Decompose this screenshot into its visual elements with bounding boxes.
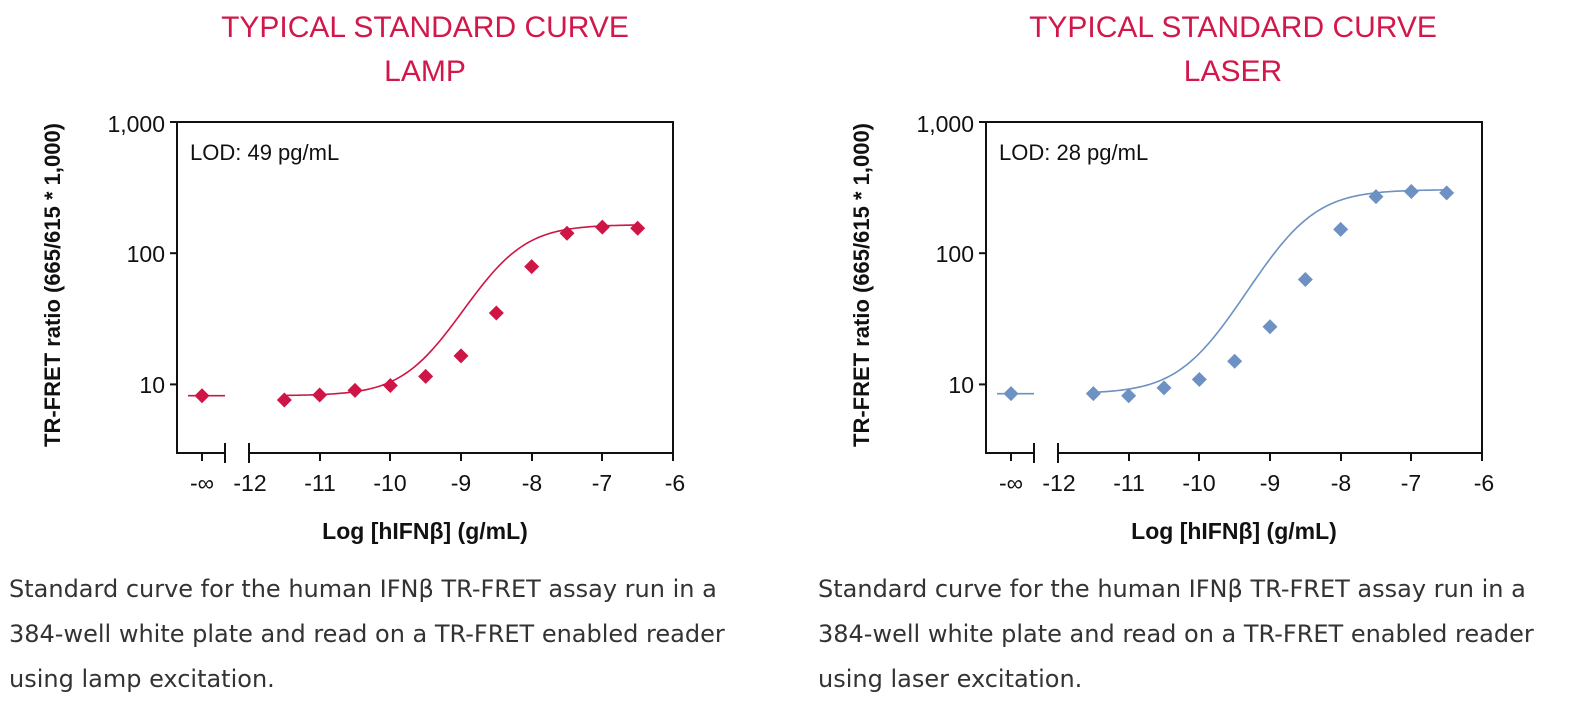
chart-laser-caption: Standard curve for the human IFNβ TR-FRE…: [818, 575, 1534, 693]
chart-lamp-plot-frame: [176, 121, 674, 454]
chart-laser-y-ticks: 10 100 1,000: [916, 111, 986, 398]
chart-laser-plot: 10 100 1,000 -∞ -12 -11 -10 -9 -8 -7 -6: [849, 111, 1494, 544]
chart-laser-data-point: [1333, 221, 1349, 237]
chart-laser-neg-inf-point: [1003, 386, 1019, 402]
chart-lamp-x-tick-label: -8: [522, 470, 542, 496]
chart-lamp-data-point: [418, 368, 434, 384]
chart-lamp-subtitle: LAMP: [384, 55, 466, 88]
chart-laser-axis-gap-mask: [1035, 450, 1057, 456]
chart-laser-plot-frame: [985, 121, 1483, 454]
chart-lamp-x-tick-label: -7: [592, 470, 612, 496]
chart-lamp-x-tick-label: -11: [304, 470, 336, 496]
figure-canvas: TYPICAL STANDARD CURVE LAMP 10 100 1,000: [40, 11, 1494, 544]
chart-laser-subtitle: LASER: [1184, 55, 1282, 88]
chart-laser-y-tick-label: 10: [948, 372, 974, 398]
chart-laser-data-point: [1297, 272, 1313, 288]
chart-lamp-x-tick-label: -10: [373, 470, 406, 496]
chart-laser-annotation-lod: LOD: 28 pg/mL: [999, 140, 1148, 165]
chart-lamp-data-point: [276, 392, 292, 408]
chart-laser-x-ticks: -∞ -12 -11 -10 -9 -8 -7 -6: [999, 453, 1494, 496]
chart-laser-data-point: [1156, 380, 1172, 396]
chart-lamp-data-point: [594, 219, 610, 235]
chart-laser-data-point: [1368, 189, 1384, 205]
chart-laser-y-axis-label: TR-FRET ratio (665/615 * 1,000): [849, 123, 874, 447]
chart-laser: TYPICAL STANDARD CURVE LASER 10 100 1,00…: [849, 11, 1494, 544]
chart-lamp-neg-inf-label: -∞: [190, 470, 214, 496]
chart-laser-series: [997, 184, 1455, 404]
chart-laser-x-tick-label: -11: [1113, 470, 1145, 496]
chart-laser-data-point: [1121, 388, 1137, 404]
chart-lamp-x-ticks: -∞ -12 -11 -10 -9 -8 -7 -6: [190, 453, 685, 496]
chart-lamp-x-tick-label: -9: [451, 470, 471, 496]
chart-lamp-data-point: [488, 305, 504, 321]
chart-lamp-data-point: [382, 378, 398, 394]
chart-lamp-y-ticks: 10 100 1,000: [107, 111, 177, 398]
chart-laser-data-point: [1439, 185, 1455, 201]
chart-laser-x-tick-label: -10: [1182, 470, 1215, 496]
chart-lamp-y-tick-label: 1,000: [107, 111, 165, 137]
chart-laser-x-tick-label: -12: [1042, 470, 1075, 496]
chart-lamp-data-point: [312, 387, 328, 403]
chart-lamp-y-axis-label: TR-FRET ratio (665/615 * 1,000): [40, 123, 65, 447]
chart-lamp-x-tick-label: -12: [233, 470, 266, 496]
chart-lamp-axis-gap-mask: [226, 450, 248, 456]
chart-laser-neg-inf-label: -∞: [999, 470, 1023, 496]
chart-lamp-series: [188, 219, 646, 408]
chart-lamp-fit-curve: [284, 224, 638, 397]
chart-lamp-plot: 10 100 1,000 -∞ -12 -11 -10 -9 -8 -7 -6: [40, 111, 685, 544]
chart-lamp-annotation-lod: LOD: 49 pg/mL: [190, 140, 339, 165]
chart-laser-fit-curve: [1093, 189, 1447, 394]
chart-lamp-data-point: [630, 220, 646, 236]
chart-laser-data-point: [1403, 184, 1419, 200]
chart-laser-y-tick-label: 1,000: [916, 111, 974, 137]
chart-laser-x-tick-label: -6: [1474, 470, 1494, 496]
chart-lamp-x-axis-label: Log [hIFNβ] (g/mL): [322, 518, 528, 544]
chart-laser-data-point: [1191, 371, 1207, 387]
chart-laser-data-point: [1227, 353, 1243, 369]
chart-lamp-y-tick-label: 100: [127, 241, 165, 267]
chart-lamp-caption: Standard curve for the human IFNβ TR-FRE…: [9, 575, 725, 693]
chart-lamp-neg-inf-point: [194, 388, 210, 404]
chart-lamp-data-point: [524, 259, 540, 275]
chart-laser-title: TYPICAL STANDARD CURVE: [1029, 11, 1437, 44]
chart-laser-y-tick-label: 100: [936, 241, 974, 267]
chart-laser-data-point: [1085, 386, 1101, 402]
chart-lamp-data-point: [347, 382, 363, 398]
chart-laser-x-tick-label: -9: [1260, 470, 1280, 496]
chart-laser-x-tick-label: -8: [1331, 470, 1351, 496]
chart-lamp-data-point: [453, 348, 469, 364]
chart-laser-data-point: [1262, 319, 1278, 335]
chart-lamp-data-point: [559, 225, 575, 241]
chart-lamp-y-tick-label: 10: [139, 372, 165, 398]
chart-lamp: TYPICAL STANDARD CURVE LAMP 10 100 1,000: [40, 11, 685, 544]
chart-lamp-title: TYPICAL STANDARD CURVE: [221, 11, 629, 44]
chart-lamp-x-tick-label: -6: [665, 470, 685, 496]
chart-laser-x-axis-label: Log [hIFNβ] (g/mL): [1131, 518, 1337, 544]
chart-laser-x-tick-label: -7: [1401, 470, 1421, 496]
